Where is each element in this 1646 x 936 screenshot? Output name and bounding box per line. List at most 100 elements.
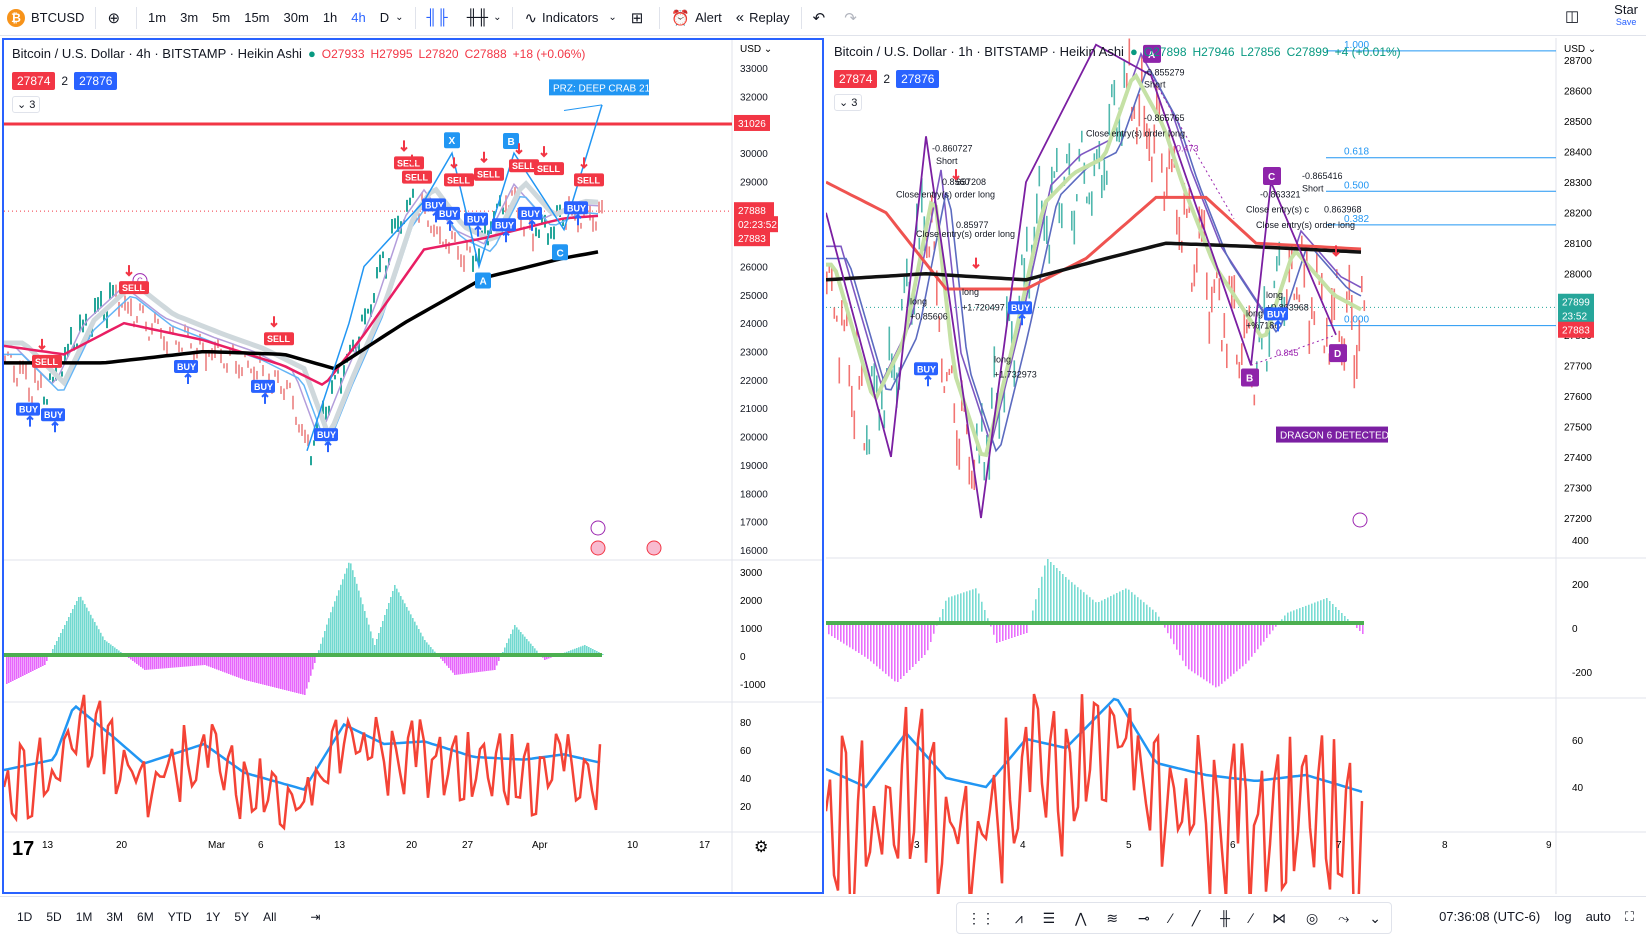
price-tag-2: 27883 (738, 234, 766, 245)
symbol-search[interactable]: ₿ BTCUSD (0, 0, 91, 35)
macd-bar (82, 600, 84, 655)
line-icon[interactable]: ∕ (1249, 910, 1253, 926)
layout-split-icon[interactable]: ◫ (1564, 8, 1580, 25)
ohlc-high: H27995 (370, 46, 413, 61)
macd-bar (1224, 623, 1226, 682)
macd-bar (1218, 623, 1220, 687)
candle (1181, 240, 1183, 253)
macd-bar (24, 655, 26, 675)
macd-bar (492, 655, 494, 671)
chart-style-button[interactable]: ╫╫ ⌄ (460, 0, 509, 35)
candle (1083, 162, 1086, 184)
buy-price-button[interactable]: 27876 (74, 72, 118, 90)
range-1y[interactable]: 1Y (205, 909, 221, 924)
alert-button[interactable]: ⏰ Alert (664, 0, 728, 35)
undo-button[interactable]: ↶ (806, 0, 838, 35)
interval-1m[interactable]: 1m (141, 0, 173, 35)
range-1d[interactable]: 1D (17, 909, 33, 924)
range-1m[interactable]: 1M (75, 909, 93, 924)
sell-price-button[interactable]: 27874 (834, 70, 878, 88)
macd-bar (1137, 597, 1139, 623)
macd-bar (426, 642, 428, 655)
interval-1h[interactable]: 1h (316, 0, 344, 35)
more-tools-icon[interactable]: ⌄ (1369, 909, 1381, 926)
price-tick: 24000 (740, 319, 768, 330)
pattern-icon[interactable]: ⩘ (1014, 909, 1023, 926)
strategy-annotation: long (910, 296, 927, 306)
indicator-collapse-button[interactable]: ⌄ 3 (834, 94, 863, 111)
pattern-point-bg (503, 133, 519, 150)
macd-bar (446, 655, 448, 666)
strategy-annotation: 0.845 (1276, 348, 1299, 358)
macd-bar (260, 655, 262, 684)
macd-bar (1341, 613, 1343, 623)
horizontal-line-icon[interactable]: ⊸ (1138, 909, 1150, 926)
macd-bar (220, 655, 222, 671)
macd-bar (52, 649, 54, 655)
goto-date-icon[interactable]: ⇥ (310, 909, 321, 924)
range-3m[interactable]: 3M (106, 909, 124, 924)
chart-canvas-left[interactable]: USD ⌄33000320003100030000290002800027000… (4, 40, 822, 892)
log-scale-toggle[interactable]: log (1554, 909, 1572, 924)
range-all[interactable]: All (263, 909, 277, 924)
macd-bar (1329, 601, 1331, 623)
price-tick: 28200 (1564, 209, 1592, 220)
trend-line-icon[interactable]: ╱ (1191, 909, 1201, 926)
spiral-icon[interactable]: ◎ (1306, 909, 1319, 926)
replay-button[interactable]: « Replay (729, 0, 797, 35)
macd-bar (416, 625, 418, 655)
drag-handle-icon[interactable]: ⋮⋮ (966, 909, 995, 926)
macd-bar (420, 632, 422, 655)
indicators-button[interactable]: ∿ Indicators ⌄ (517, 0, 623, 35)
macd-bar (174, 655, 176, 668)
candle (565, 223, 567, 230)
bar-type-button[interactable]: ╢╟ (420, 0, 460, 35)
interval-4h[interactable]: 4h (344, 0, 372, 35)
settings-gear-icon: ⚙ (754, 839, 768, 856)
interval-15m[interactable]: 15m (237, 0, 276, 35)
clock-label[interactable]: 07:36:08 (UTC-6) (1439, 909, 1541, 924)
fib-retracement-icon[interactable]: ╫ (1220, 910, 1231, 926)
chart-pane-left[interactable]: USD ⌄33000320003100030000290002800027000… (2, 38, 824, 894)
auto-scale-toggle[interactable]: auto (1585, 909, 1611, 924)
interval-3m[interactable]: 3m (173, 0, 205, 35)
candle (10, 353, 12, 358)
chart-pane-right[interactable]: USD ⌄ 28700 28600 28500 28400 28300 28200 28100… (826, 38, 1646, 894)
abcd-icon[interactable]: ⋀ (1075, 909, 1087, 926)
indicator-collapse-button[interactable]: ⌄ 3 (12, 96, 41, 113)
chevron-down-icon: ⌄ (395, 12, 404, 23)
candle (442, 241, 444, 246)
range-ytd[interactable]: YTD (167, 909, 192, 924)
range-5d[interactable]: 5D (46, 909, 62, 924)
save-button[interactable]: Star Save (1614, 3, 1638, 28)
macd-bar (344, 573, 346, 655)
parallel-channel-icon[interactable]: ≋ (1106, 909, 1119, 926)
macd-bar (1026, 623, 1028, 633)
macd-bar (528, 641, 530, 655)
layouts-button[interactable]: ⊞ (624, 0, 656, 35)
interval-5m[interactable]: 5m (205, 0, 237, 35)
compare-symbol-button[interactable]: ⊕ (100, 0, 132, 35)
xabcd-icon[interactable]: ⋈ (1272, 909, 1287, 926)
macd-bar (580, 646, 582, 655)
candle (295, 416, 297, 425)
candle (160, 327, 162, 339)
interval-d[interactable]: D ⌄ (373, 0, 411, 35)
candle (364, 308, 366, 325)
interval-30m[interactable]: 30m (277, 0, 316, 35)
range-6m[interactable]: 6M (137, 909, 154, 924)
macd-bar (112, 646, 114, 655)
ray-icon[interactable]: ⁄ (1169, 910, 1172, 926)
toolbar-right: ◫ Star Save (1564, 3, 1638, 28)
buy-price-button[interactable]: 27876 (896, 70, 940, 88)
range-5y[interactable]: 5Y (234, 909, 250, 924)
pattern-point-label: C (1268, 172, 1275, 183)
fib-icon[interactable]: ☰ (1042, 909, 1056, 926)
macd-bar (162, 655, 164, 669)
redo-button[interactable]: ↷ (837, 0, 869, 35)
fullscreen-icon[interactable]: ⛶ (1624, 909, 1634, 924)
sell-price-button[interactable]: 27874 (12, 72, 56, 90)
top-toolbar: ₿ BTCUSD ⊕ 1m 3m 5m 15m 30m 1h 4h D ⌄ ╢╟ … (0, 0, 1646, 36)
path-icon[interactable]: ⤳ (1338, 909, 1350, 926)
chart-canvas-right[interactable]: USD ⌄28700286002850028400283002820028100… (826, 38, 1646, 894)
